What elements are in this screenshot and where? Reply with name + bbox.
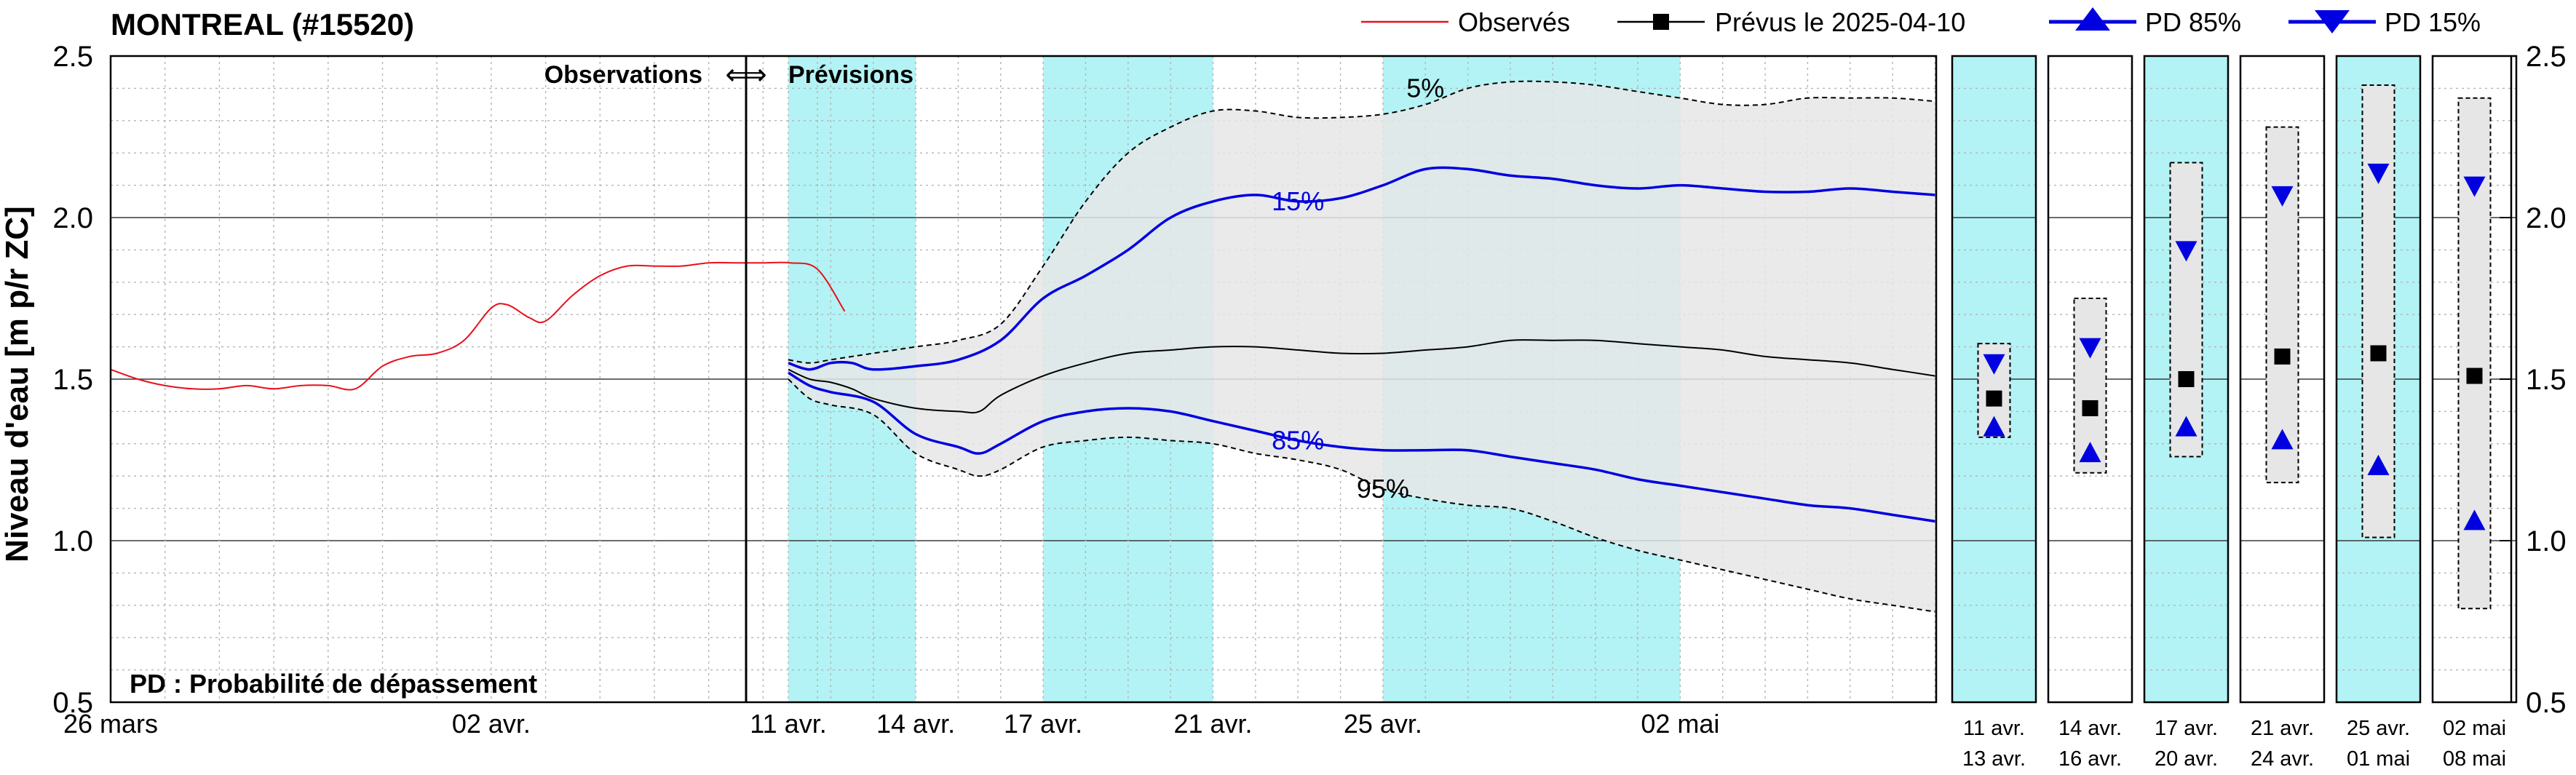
period-panel-frame bbox=[1951, 55, 2037, 704]
label-5pct: 5% bbox=[1406, 73, 1444, 103]
period-range-box bbox=[2169, 162, 2203, 458]
period-label-end: 24 avr. bbox=[2251, 747, 2314, 771]
period-label-start: 14 avr. bbox=[2058, 717, 2122, 740]
period-forecast-marker bbox=[2178, 371, 2195, 387]
legend-observed-label: Observés bbox=[1458, 7, 1570, 37]
period-range-box bbox=[2361, 84, 2395, 538]
x-tick-label: 11 avr. bbox=[750, 709, 826, 739]
period-label-end: 01 mai bbox=[2347, 747, 2410, 771]
period-pd15-marker bbox=[2367, 163, 2390, 184]
period-pd15-marker bbox=[2463, 176, 2486, 197]
series-p95-line bbox=[788, 378, 1935, 613]
y-tick-label-left: 1.0 bbox=[52, 525, 93, 557]
chart-title: MONTREAL (#15520) bbox=[111, 7, 414, 41]
period-label-end: 13 avr. bbox=[1962, 747, 2026, 771]
period-label-end: 08 mai bbox=[2443, 747, 2506, 771]
period-pd15-marker bbox=[1983, 354, 2005, 375]
period-forecast-marker bbox=[2466, 367, 2483, 384]
x-tick-label: 02 avr. bbox=[452, 709, 531, 739]
y-tick-label-right: 0.5 bbox=[2526, 687, 2567, 719]
period-label-start: 11 avr. bbox=[1963, 717, 2025, 740]
period-pd15-marker bbox=[2271, 186, 2294, 207]
exceedance-band bbox=[788, 81, 1935, 612]
series-pd85-line bbox=[788, 371, 1935, 523]
series-observed-line bbox=[110, 261, 846, 391]
period-forecast-marker bbox=[1986, 390, 2002, 407]
legend: Observés Prévus le 2025-04-10 PD 85% PD … bbox=[1361, 7, 2481, 37]
y-tick-label-right: 2.0 bbox=[2526, 202, 2567, 234]
period-label-start: 25 avr. bbox=[2347, 717, 2410, 740]
obs-fcst-arrow: ⟺ bbox=[725, 59, 766, 91]
label-95pct: 95% bbox=[1357, 474, 1409, 504]
period-forecast-marker bbox=[2370, 345, 2387, 362]
period-panel-frame bbox=[2431, 55, 2518, 704]
observations-label: Observations bbox=[544, 61, 702, 89]
period-pd85-marker bbox=[2271, 429, 2294, 450]
y-tick-label-right: 2.5 bbox=[2526, 41, 2567, 73]
period-label-end: 16 avr. bbox=[2058, 747, 2122, 771]
y-tick-label-left: 2.0 bbox=[52, 202, 93, 234]
legend-pd85-marker bbox=[2075, 7, 2110, 31]
legend-forecast-marker bbox=[1653, 14, 1669, 30]
period-pd85-marker bbox=[2175, 416, 2197, 437]
period-pd15-marker bbox=[2175, 241, 2197, 262]
period-label-end: 20 avr. bbox=[2155, 747, 2218, 771]
y-tick-label-right: 1.0 bbox=[2526, 525, 2567, 557]
x-tick-label: 21 avr. bbox=[1173, 709, 1252, 739]
period-pd85-marker bbox=[2079, 442, 2101, 463]
y-tick-label-left: 1.5 bbox=[52, 364, 93, 396]
y-axis-label: Niveau d'eau [m p/r ZC] bbox=[0, 206, 35, 563]
period-forecast-marker bbox=[2082, 400, 2099, 416]
pd-note: PD : Probabilité de dépassement bbox=[130, 669, 537, 699]
period-panel-frame bbox=[2239, 55, 2326, 704]
period-label-start: 17 avr. bbox=[2155, 717, 2218, 740]
period-label-start: 02 mai bbox=[2443, 717, 2506, 740]
period-pd85-marker bbox=[2367, 454, 2390, 475]
series-p5-line bbox=[788, 80, 1935, 364]
label-85pct: 85% bbox=[1272, 425, 1324, 455]
period-label-start: 21 avr. bbox=[2251, 717, 2314, 740]
period-pd15-marker bbox=[2079, 338, 2101, 359]
series-forecast-line bbox=[788, 339, 1935, 414]
main-plot-frame bbox=[109, 55, 1938, 704]
period-pd85-marker bbox=[2463, 509, 2486, 530]
label-15pct: 15% bbox=[1272, 186, 1324, 216]
y-tick-label-right: 1.5 bbox=[2526, 364, 2567, 396]
x-tick-label: 26 mars bbox=[63, 709, 158, 739]
period-forecast-marker bbox=[2274, 348, 2291, 365]
period-panel-frame bbox=[2047, 55, 2133, 704]
previsions-label: Prévisions bbox=[788, 61, 914, 89]
period-panel-frame bbox=[2335, 55, 2422, 704]
legend-pd15-label: PD 15% bbox=[2385, 7, 2481, 37]
x-tick-label: 17 avr. bbox=[1004, 709, 1082, 739]
y-tick-label-left: 2.5 bbox=[52, 41, 93, 73]
legend-forecast-label: Prévus le 2025-04-10 bbox=[1715, 7, 1965, 37]
period-range-box bbox=[2457, 97, 2492, 610]
x-tick-label: 25 avr. bbox=[1344, 709, 1422, 739]
period-pd85-marker bbox=[1983, 416, 2005, 437]
x-tick-label: 14 avr. bbox=[876, 709, 955, 739]
period-panel-frame bbox=[2143, 55, 2230, 704]
series-pd15-line bbox=[788, 166, 1935, 371]
y-tick-label-left: 0.5 bbox=[52, 687, 93, 719]
x-tick-label: 02 mai bbox=[1641, 709, 1719, 739]
legend-pd15-marker bbox=[2315, 10, 2350, 33]
legend-pd85-label: PD 85% bbox=[2145, 7, 2241, 37]
